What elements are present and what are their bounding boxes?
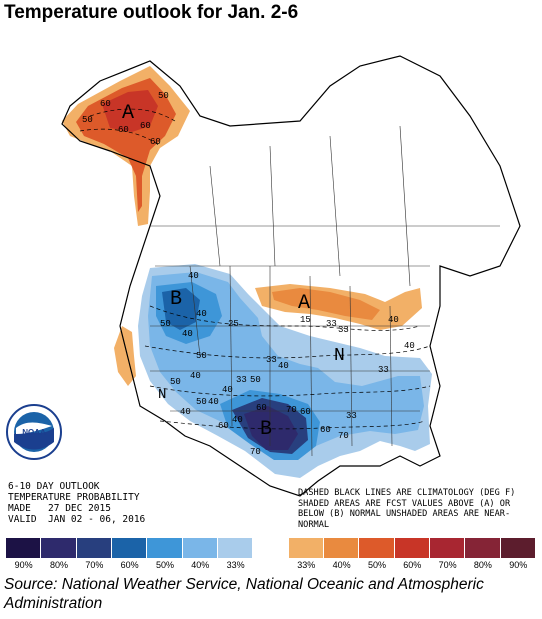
- lakes-above-core: [272, 288, 380, 320]
- contour-value: 33: [266, 355, 277, 365]
- scale-ticks: 90% 80% 70% 60% 50% 40% 33% 33% 40% 50% 60% 70% 80% 9…: [6, 560, 536, 570]
- north-america-outline: [61, 55, 521, 497]
- contour-value: 33: [338, 325, 349, 335]
- scale-tick: 90%: [14, 560, 33, 570]
- climatology-lines: [79, 108, 431, 430]
- scale-tick: 60%: [403, 560, 422, 570]
- scale-segment: [182, 538, 218, 558]
- scale-tick: [253, 560, 288, 570]
- contour-value: 50: [158, 91, 169, 101]
- contour-value: 70: [286, 405, 297, 415]
- label-alaska-above: A: [122, 102, 134, 125]
- scale-tick: 60%: [120, 560, 139, 570]
- source-credit: Source: National Weather Service, Nation…: [4, 576, 484, 612]
- contour-value: 40: [190, 371, 201, 381]
- scale-bar: [6, 538, 536, 558]
- contour-value: 40: [188, 271, 199, 281]
- scale-segment: [111, 538, 148, 558]
- contour-value: 50: [196, 351, 207, 361]
- label-east-normal: N: [334, 346, 345, 366]
- probability-scale: 90% 80% 70% 60% 50% 40% 33% 33% 40% 50% 60% 70% 80% 9…: [6, 538, 536, 572]
- contour-value: 40: [182, 329, 193, 339]
- contour-value: 40: [180, 407, 191, 417]
- contour-value: 33: [326, 319, 337, 329]
- contour-value: 60: [118, 125, 129, 135]
- scale-tick: 50%: [367, 560, 386, 570]
- contour-value: 50: [82, 115, 93, 125]
- label-california-normal: N: [158, 387, 166, 403]
- contour-value: 70: [250, 447, 261, 457]
- scale-segment: [253, 538, 289, 558]
- scale-segment: [41, 538, 77, 558]
- contour-value: 40: [222, 385, 233, 395]
- scale-tick: 70%: [438, 560, 457, 570]
- page-title: Temperature outlook for Jan. 2-6: [4, 2, 299, 23]
- contour-value: 40: [196, 309, 207, 319]
- scale-tick: 80%: [49, 560, 68, 570]
- scale-segment: [6, 538, 42, 558]
- west-core: [162, 288, 200, 330]
- contour-value: 40: [388, 315, 399, 325]
- contour-value: 60: [140, 121, 151, 131]
- scale-segment: [429, 538, 466, 558]
- contour-value: 33: [346, 411, 357, 421]
- outlook-map: A B B A N N 60 50 60 60 60 50 40 40 50 4…: [61, 55, 521, 497]
- scale-tick: 33%: [297, 560, 316, 570]
- contour-value: 60: [150, 137, 161, 147]
- contour-value: 25: [228, 319, 239, 329]
- contour-value: 40: [404, 341, 415, 351]
- contour-value: 40: [208, 397, 219, 407]
- contour-value: 60: [256, 403, 267, 413]
- alaska-above-core: [102, 90, 158, 132]
- scale-segment: [394, 538, 430, 558]
- scale-segment: [147, 538, 183, 558]
- contour-value: 50: [160, 319, 171, 329]
- scale-tick: 90%: [509, 560, 528, 570]
- contour-value: 60: [218, 421, 229, 431]
- westcoast-above: [114, 326, 136, 386]
- scale-tick: 80%: [473, 560, 492, 570]
- contour-value: 60: [300, 407, 311, 417]
- info-line: VALID JAN 02 - 06, 2016: [8, 514, 146, 525]
- state-lines: [150, 125, 500, 457]
- noaa-logo-text: NOAA: [22, 428, 46, 437]
- scale-segment: [288, 538, 324, 558]
- scale-tick: 70%: [85, 560, 104, 570]
- scale-segment: [500, 538, 536, 558]
- outlook-info: 6-10 DAY OUTLOOK TEMPERATURE PROBABILITY M…: [8, 481, 145, 525]
- scale-tick: 33%: [226, 560, 245, 570]
- noaa-logo: NOAA: [6, 404, 62, 460]
- scale-segment: [217, 538, 254, 558]
- contour-value: 60: [320, 425, 331, 435]
- contour-value: 40: [232, 415, 243, 425]
- scale-segment: [359, 538, 395, 558]
- contour-value: 15: [300, 315, 311, 325]
- contour-value: 50: [170, 377, 181, 387]
- scale-segment: [323, 538, 360, 558]
- scale-segment: [465, 538, 501, 558]
- contour-value: 60: [100, 99, 111, 109]
- info-line: MADE 27 DEC 2015: [8, 503, 111, 514]
- contour-value: 50: [196, 397, 207, 407]
- scale-tick: 50%: [155, 560, 174, 570]
- south-below-core: [244, 406, 298, 450]
- label-lakes-above: A: [298, 292, 310, 315]
- contour-value: 33: [236, 375, 247, 385]
- info-line: TEMPERATURE PROBABILITY: [8, 492, 140, 503]
- contour-value: 33: [378, 365, 389, 375]
- label-west-below: B: [170, 288, 182, 311]
- info-line: 6-10 DAY OUTLOOK: [8, 481, 100, 492]
- legend-note: DASHED BLACK LINES ARE CLIMATOLOGY (DEG …: [298, 488, 516, 530]
- contour-value: 70: [338, 431, 349, 441]
- scale-segment: [76, 538, 112, 558]
- scale-tick: 40%: [191, 560, 210, 570]
- contour-values: 60 50 60 60 60 50 40 40 50 40 33 40 40 5…: [82, 91, 415, 457]
- contour-value: 50: [250, 375, 261, 385]
- scale-tick: 40%: [332, 560, 351, 570]
- label-south-below: B: [260, 418, 272, 441]
- contour-value: 40: [278, 361, 289, 371]
